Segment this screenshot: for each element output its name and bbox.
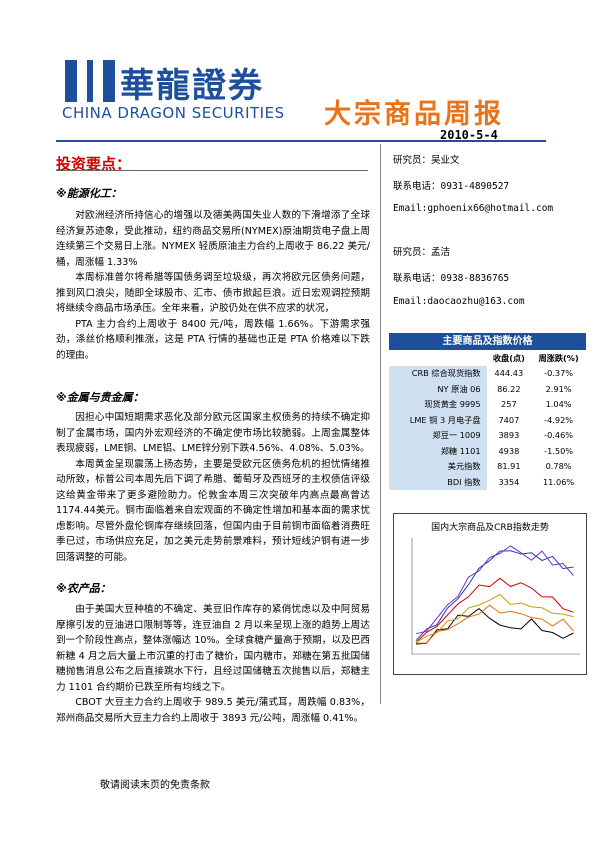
key-points-heading: 投资要点： [56,155,132,173]
report-title: 大宗商品周报 [324,99,504,130]
change-value: -0.46% [544,430,574,441]
change-value: 2.91% [545,383,572,394]
section-body-energy: 对欧洲经济所持信心的增强以及德美两国失业人数的下滑增添了全球经济复苏迹象，受此推… [56,208,370,363]
table-row: 郑豆一 1009 3893 -0.46% [389,427,586,443]
commodity-name: NY 原油 06 [389,381,487,397]
commodity-name: 郑豆一 1009 [389,427,487,443]
table-row: CRB 综合现货指数 444.43 -0.37% [389,365,586,381]
analyst-1-name: 吴业文 [431,155,460,166]
paragraph: 由于美国大豆种植的不确定、美豆旧作库存的紧俏忧虑以及中阿贸易摩擦引发的豆油进口限… [56,604,370,693]
close-value: 4938 [498,445,520,456]
section-body-agri: 由于美国大豆种植的不确定、美豆旧作库存的紧俏忧虑以及中阿贸易摩擦引发的豆油进口限… [56,602,370,726]
close-value: 86.22 [497,383,521,394]
table-header-cell: 收盘(点) [486,350,532,366]
chart-series-line [415,604,574,644]
paragraph: 因担心中国短期需求恶化及部分欧元区国家主权债务的持续不确定抑制了金属市场，国内外… [56,412,370,454]
price-table: 主要商品及指数价格 收盘(点) 周涨跌(%) CRB 综合现货指数 444.43 -… [389,333,586,490]
paragraph: 本周黄金呈现震荡上扬态势，主要是受欧元区债务危机的担忧情绪推动所致，标普公司本周… [56,458,370,563]
chart-axes [411,538,580,655]
close-value: 257 [501,399,517,410]
analyst-2-email[interactable]: Email:daocaozhu@163.com [393,296,525,307]
change-value: 11.06% [542,476,575,487]
column-divider [380,144,381,704]
section-body-metals: 因担心中国短期需求恶化及部分欧元区国家主权债务的持续不确定抑制了金属市场，国内外… [56,410,370,565]
header-rule [56,140,546,142]
chart-series-line [415,545,574,635]
analyst-1-phone: 联系电话：0931-4890527 [393,181,510,192]
commodity-name: 美元指数 [389,458,487,474]
analyst-1-role: 研究员：吴业文 [393,155,460,166]
close-value: 81.91 [497,461,521,472]
chart-series-line [415,550,574,642]
table-header-cell: 周涨跌(%) [531,350,586,366]
close-value: 7407 [498,414,520,425]
table-row: 郑糖 1101 4938 -1.50% [389,443,586,459]
section-title-agri: ※农产品： [56,582,111,595]
commodity-name: BDI 指数 [389,474,487,490]
analyst-2-phone: 联系电话：0938-8836765 [393,273,510,284]
company-logo-chinese: 華龍證券 [120,66,264,106]
analyst-2-name: 孟洁 [431,247,451,258]
commodity-name: 郑糖 1101 [389,443,487,459]
table-header-row: 收盘(点) 周涨跌(%) [389,350,586,366]
table-row: 现货黄金 9995 257 1.04% [389,396,586,412]
change-value: 1.04% [545,399,572,410]
change-value: -0.37% [544,368,574,379]
chart-series-line [415,577,574,643]
analyst-2-role: 研究员：孟洁 [393,247,451,258]
analyst-1-email[interactable]: Email:gphoenix66@hotmail.com [393,203,554,214]
table-header-cell [389,350,487,366]
commodity-trend-chart: 国内大宗商品及CRB指数走势 [393,513,587,675]
commodity-name: 现货黄金 9995 [389,396,487,412]
table-row: 美元指数 81.91 0.78% [389,458,586,474]
commodity-name: CRB 综合现货指数 [389,365,487,381]
chart-title: 国内大宗商品及CRB指数走势 [431,521,549,533]
company-logo-mark [65,60,115,102]
close-value: 3354 [498,476,520,487]
company-logo-english: CHINA DRAGON SECURITIES [62,104,285,122]
disclaimer-note: 敬请阅读末页的免责条款 [100,780,210,791]
change-value: -4.92% [544,414,574,425]
chart-series-line [415,607,574,645]
chart-series-group [411,538,580,655]
section-title-metals: ※金属与贵金属： [56,391,144,404]
section-title-energy: ※能源化工： [56,187,122,200]
chart-canvas: 国内大宗商品及CRB指数走势 [411,521,580,655]
price-table-title: 主要商品及指数价格 [389,333,586,350]
paragraph: PTA 主力合约上周收于 8400 元/吨，周跌幅 1.66%。下游需求强劲，涤… [56,318,370,361]
close-value: 444.43 [494,368,524,379]
table-row: BDI 指数 3354 11.06% [389,474,586,490]
report-date: 2010-5-4 [440,128,498,142]
chart-series-line [415,593,574,643]
paragraph: CBOT 大豆主力合约上周收于 989.5 美元/蒲式耳，周跌幅 0.83%，郑… [56,697,370,724]
paragraph: 对欧洲经济所持信心的增强以及德美两国失业人数的下滑增添了全球经济复苏迹象，受此推… [56,210,370,268]
close-value: 3893 [498,430,520,441]
change-value: -1.50% [544,445,574,456]
key-points-rule [56,170,368,171]
paragraph: 本周标准普尔将希腊等国债务调至垃圾级，再次将欧元区债务问题，推到风口浪尖，随即全… [56,272,370,314]
table-row: NY 原油 06 86.22 2.91% [389,381,586,397]
commodity-name: LME 铜 3 月电子盘 [389,412,487,428]
change-value: 0.78% [545,461,572,472]
table-row: LME 铜 3 月电子盘 7407 -4.92% [389,412,586,428]
